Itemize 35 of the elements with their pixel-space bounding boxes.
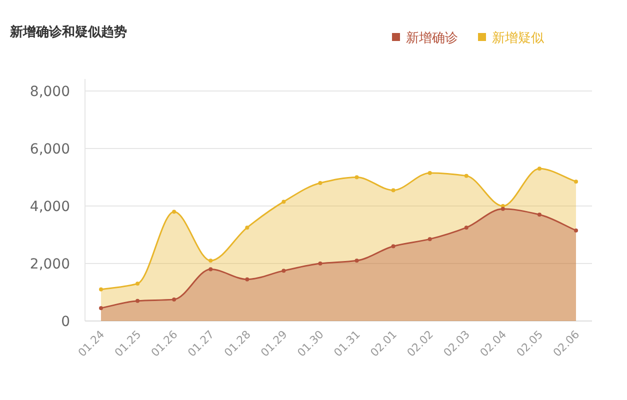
point (136, 298, 140, 303)
point (574, 228, 578, 232)
point (99, 287, 103, 292)
point (428, 237, 432, 242)
point (136, 282, 140, 286)
legend-label: 新增确诊 (406, 31, 458, 46)
point (464, 226, 468, 230)
point (537, 166, 542, 171)
point (245, 226, 250, 230)
point (172, 210, 176, 214)
y-tick-label: 6,000 (30, 142, 70, 158)
legend-label: 新增疑似 (492, 31, 544, 46)
point (464, 174, 468, 178)
point (208, 258, 213, 263)
point (500, 206, 505, 211)
point (99, 306, 103, 310)
y-tick-label: 2,000 (30, 256, 70, 272)
point (318, 181, 322, 185)
point (391, 244, 396, 248)
point (282, 268, 286, 273)
point (208, 267, 213, 272)
point (428, 170, 432, 175)
point (282, 200, 286, 204)
point (574, 180, 578, 184)
y-tick-label: 8,000 (30, 84, 70, 100)
point (537, 212, 542, 217)
point (245, 277, 250, 282)
point (318, 262, 322, 266)
point (354, 175, 359, 180)
point (172, 297, 176, 302)
point (391, 188, 396, 192)
y-tick-label: 4,000 (30, 199, 70, 215)
chart-title: 新增确诊和疑似趋势 (9, 24, 127, 40)
y-tick-label: 0 (61, 314, 70, 330)
point (354, 258, 359, 263)
